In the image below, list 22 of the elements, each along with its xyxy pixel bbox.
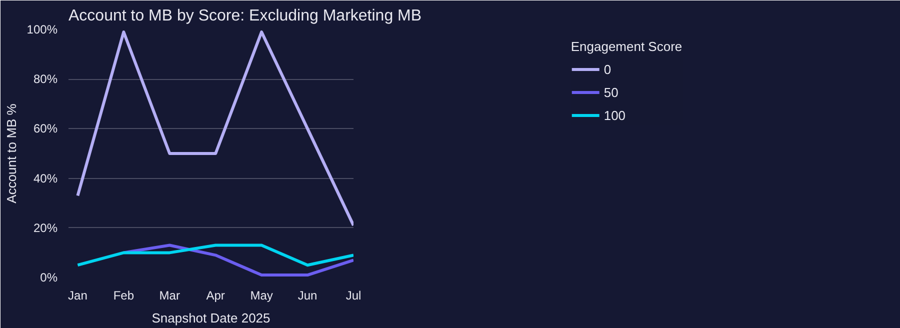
line-series	[76, 244, 354, 267]
y-axis-title: Account to MB %	[4, 103, 19, 204]
y-tick-label: 20%	[33, 220, 58, 235]
legend-label: 50	[604, 84, 620, 100]
x-tick-label: Jan	[68, 288, 88, 302]
y-tick-label: 60%	[33, 122, 58, 136]
x-axis-title: Snapshot Date 2025	[152, 310, 270, 326]
x-tick-label: May	[250, 288, 273, 302]
legend-label: 100	[604, 108, 626, 122]
x-tick-label: Jul	[346, 288, 362, 302]
line-series	[76, 30, 354, 227]
y-tick-label: 0%	[40, 270, 58, 284]
x-tick-label: Apr	[206, 288, 225, 302]
chart-title: Account to MB by Score: Excluding Marketing MB	[68, 8, 422, 24]
legend-label: 0	[604, 62, 612, 76]
y-tick-label: 100%	[26, 22, 58, 36]
y-tick-label: 40%	[33, 171, 58, 186]
x-tick-label: Feb	[113, 288, 134, 302]
legend-title: Engagement Score	[570, 39, 682, 54]
x-tick-label: Mar	[159, 288, 180, 302]
y-tick-label: 80%	[33, 72, 58, 86]
x-tick-label: Jun	[298, 288, 318, 302]
